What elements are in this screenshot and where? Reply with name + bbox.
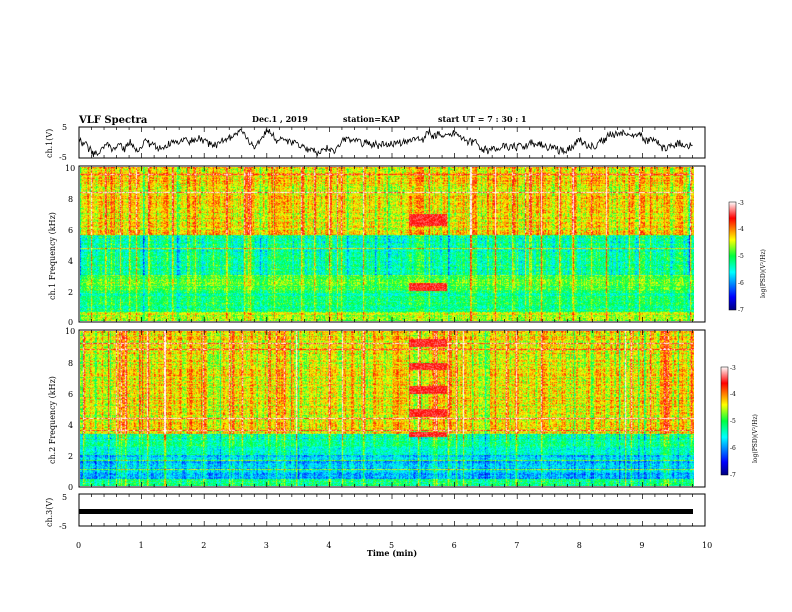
xtick-1: 1 — [139, 541, 144, 550]
xtick-2: 2 — [201, 541, 206, 550]
xtick-0: 0 — [76, 541, 81, 550]
ch3-waveform-panel: 5 -5 ch.3(V) — [45, 493, 706, 531]
ch1-cb-tick-6: -6 — [738, 280, 744, 287]
ch2-freq-tick-6: 6 — [68, 390, 73, 399]
xtick-4: 4 — [326, 541, 331, 550]
ch2-freq-tick-2: 2 — [68, 452, 73, 461]
ch1-cb-tick-5: -5 — [738, 253, 744, 260]
ch1-freq-tick-4: 4 — [68, 257, 73, 266]
figure-title: VLF Spectra — [78, 115, 148, 126]
ch1-freq-tick-10: 10 — [65, 164, 75, 173]
ch1-freq-tick-8: 8 — [68, 195, 73, 204]
start-time-label: start UT = 7 : 30 : 1 — [438, 114, 527, 124]
ch2-freq-tick-4: 4 — [68, 421, 73, 430]
xtick-3: 3 — [264, 541, 269, 550]
ch1-colorbar-label: log(PSD)(V²/Hz) — [760, 249, 767, 298]
ch1-freq-tick-6: 6 — [68, 226, 73, 235]
ch2-cb-tick-4: -4 — [730, 391, 736, 398]
ch2-colorbar — [720, 366, 729, 476]
ch2-freq-tick-10: 10 — [65, 327, 75, 336]
station-label: station=KAP — [343, 114, 400, 124]
ch1-cb-tick-7: -7 — [738, 307, 744, 314]
ch1-ytick-bottom: -5 — [59, 153, 67, 162]
ch1-waveform-line — [78, 128, 693, 158]
xtick-7: 7 — [514, 541, 519, 550]
xtick-9: 9 — [639, 541, 644, 550]
ch3-waveform-ylabel: ch.3(V) — [45, 498, 54, 527]
ch2-freq-ylabel: ch.2 Frequency (kHz) — [48, 376, 57, 464]
xtick-5: 5 — [389, 541, 394, 550]
xtick-8: 8 — [577, 541, 582, 550]
x-axis-label: Time (min) — [367, 548, 417, 558]
ch1-colorbar — [728, 201, 737, 311]
ch1-spectrogram-image — [80, 167, 694, 321]
ch2-spectrogram-panel: 10 8 6 4 2 0 ch.2 Frequency (kHz) -3 -4 … — [48, 327, 759, 492]
ch3-ytick-bottom: -5 — [59, 522, 67, 531]
ch1-cb-tick-3: -3 — [738, 200, 744, 207]
xtick-10: 10 — [702, 541, 712, 550]
x-axis-tick-labels: 0 1 2 3 4 5 6 7 8 9 10 — [76, 541, 712, 550]
ch3-waveform-trace — [79, 509, 693, 514]
ch2-freq-tick-0: 0 — [68, 483, 73, 492]
ch3-ytick-top: 5 — [62, 493, 67, 502]
ch2-spectrogram-image — [80, 331, 694, 486]
date-label: Dec.1 , 2019 — [252, 114, 308, 124]
axis-ticks — [78, 127, 706, 526]
ch1-freq-tick-0: 0 — [68, 318, 73, 327]
ch1-cb-tick-4: -4 — [738, 226, 744, 233]
ch1-freq-ylabel: ch.1 Frequency (kHz) — [48, 212, 57, 300]
ch1-ytick-top: 5 — [62, 123, 67, 132]
ch2-cb-tick-5: -5 — [730, 418, 736, 425]
ch2-freq-tick-8: 8 — [68, 359, 73, 368]
ch1-spectrogram-panel: 10 8 6 4 2 0 ch.1 Frequency (kHz) -3 -4 … — [48, 164, 767, 327]
xtick-6: 6 — [452, 541, 457, 550]
ch1-waveform-ylabel: ch.1(V) — [45, 129, 54, 158]
ch2-cb-tick-3: -3 — [730, 365, 736, 372]
ch2-cb-tick-6: -6 — [730, 445, 736, 452]
ch2-cb-tick-7: -7 — [730, 472, 736, 479]
ch2-colorbar-label: log(PSD)(V²/Hz) — [752, 414, 759, 463]
ch1-freq-tick-2: 2 — [68, 288, 73, 297]
ch1-waveform-panel: 5 -5 ch.1(V) — [45, 123, 706, 162]
